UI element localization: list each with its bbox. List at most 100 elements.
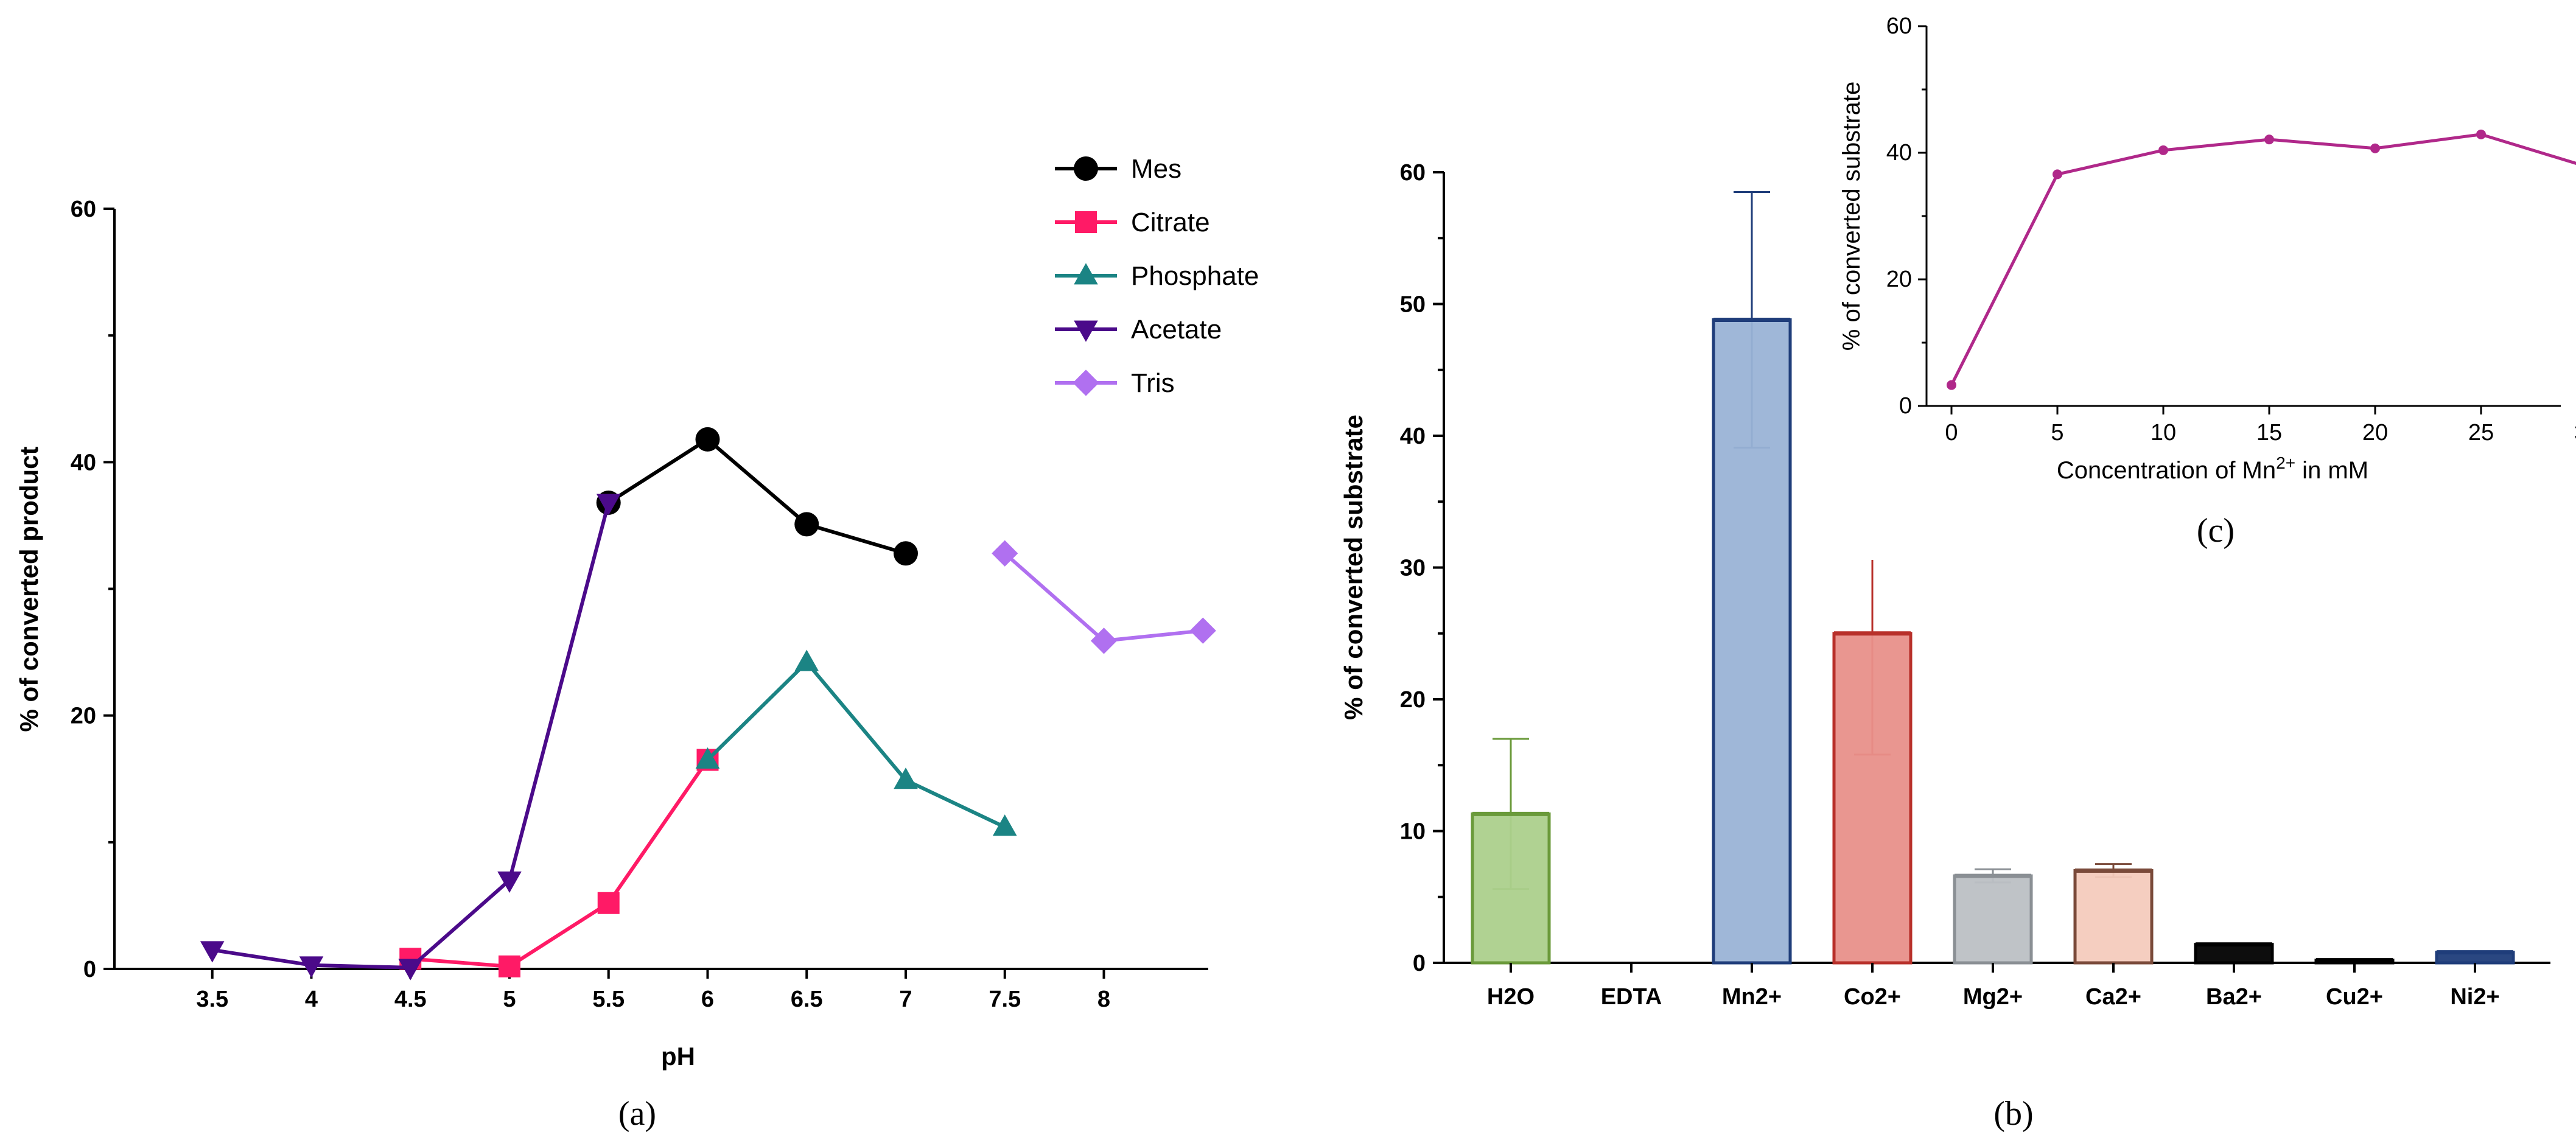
panel-b-x-tick-label: Cu2+ xyxy=(2326,984,2383,1010)
data-point-phosphate xyxy=(992,814,1017,836)
panel-b-x-tick-label: Ni2+ xyxy=(2450,984,2499,1010)
bar-ni2-plus xyxy=(2435,950,2515,965)
legend-item-tris: Tris xyxy=(1055,368,1175,398)
data-point-phosphate xyxy=(894,767,918,789)
panel-c-x-label-prefix: Concentration of Mn xyxy=(2057,457,2276,484)
panel-b-x-tick-label: Co2+ xyxy=(1844,984,1901,1010)
bar-rect xyxy=(2194,943,2274,965)
bar-mn2-plus xyxy=(1712,190,1792,965)
legend-label: Acetate xyxy=(1131,315,1222,344)
bar-rect xyxy=(1832,632,1913,965)
series-line-citrate xyxy=(410,758,709,968)
data-point-mes xyxy=(794,512,819,537)
bar-mg2-plus xyxy=(1953,868,2033,965)
panel-c-x-tick-label: 0 xyxy=(1945,420,1958,446)
panel-a-x-tick-label: 8 xyxy=(1097,987,1110,1012)
panel-c-data-point xyxy=(1947,380,1956,390)
panel-b-x-tick-label: Mn2+ xyxy=(1722,984,1782,1010)
panel-c-data-point xyxy=(2370,143,2380,153)
series-line-mes xyxy=(607,437,906,556)
series-phosphate xyxy=(695,649,1017,836)
panel-a-y-label: % of converted product xyxy=(15,446,43,732)
panel-b-x-tick-label: Ca2+ xyxy=(2085,984,2141,1010)
panel-a-x-tick-label: 4.5 xyxy=(394,987,427,1012)
legend-label: Phosphate xyxy=(1131,261,1259,291)
bar-rect xyxy=(1953,874,2033,965)
panel-a-x-label: pH xyxy=(661,1042,695,1071)
data-point-acetate xyxy=(299,956,324,978)
data-point-tris xyxy=(992,540,1018,567)
panel-a-x-tick-label: 4 xyxy=(305,987,318,1012)
panel-b-y-tick-label: 30 xyxy=(1400,556,1426,581)
legend-label: Citrate xyxy=(1131,208,1210,237)
series-mes xyxy=(596,427,918,566)
panel-b-x-tick-label: H2O xyxy=(1487,984,1535,1010)
data-point-citrate xyxy=(499,955,520,977)
panel-c-x-label: Concentration of Mn2+ in mM xyxy=(2057,453,2368,484)
series-citrate xyxy=(399,749,719,977)
legend-label: Tris xyxy=(1131,368,1175,398)
panel-a-x-tick-label: 6.5 xyxy=(791,987,823,1012)
panel-c-x-tick-label: 10 xyxy=(2151,420,2176,446)
data-point-acetate xyxy=(497,871,522,893)
panel-a: 0 20 40 60 3.5 4 4.5 5 5.5 6 6.5 7 7.5 8 Mes Citrate P… xyxy=(15,154,1259,1133)
data-point-mes xyxy=(894,541,918,566)
bar-h2o xyxy=(1471,738,1551,965)
panel-b-y-tick-label: 20 xyxy=(1400,687,1426,713)
legend-item-acetate: Acetate xyxy=(1055,315,1222,344)
panel-b-y-tick-label: 50 xyxy=(1400,292,1426,318)
panel-c-x-label-superscript: 2+ xyxy=(2276,453,2295,472)
panel-b-x-tick-label: EDTA xyxy=(1601,984,1662,1010)
panel-a-x-tick-label: 7.5 xyxy=(989,987,1021,1012)
bar-cu2-plus xyxy=(2314,958,2395,965)
series-line-phosphate xyxy=(706,660,1006,829)
panel-a-x-tick-label: 7 xyxy=(899,987,912,1012)
bar-ca2-plus xyxy=(2073,863,2154,965)
panel-c-y-label: % of converted substrate xyxy=(1838,82,1865,351)
data-point-citrate xyxy=(597,892,620,914)
bar-rect xyxy=(1471,812,1551,965)
panel-c-x-tick-label: 20 xyxy=(2362,420,2388,446)
legend-item-phosphate: Phosphate xyxy=(1055,261,1259,291)
data-point-acetate xyxy=(200,941,225,963)
series-acetate xyxy=(200,494,621,980)
panel-b-y-tick-label: 40 xyxy=(1400,424,1426,449)
data-point-acetate xyxy=(596,494,621,516)
bar-co2-plus xyxy=(1832,511,1913,965)
panel-c-data-point xyxy=(2053,169,2062,180)
panel-a-y-tick-label: 0 xyxy=(83,957,96,982)
legend-marker xyxy=(1074,263,1098,285)
panel-b-y-tick-label: 60 xyxy=(1400,160,1426,186)
bar-ba2-plus xyxy=(2194,942,2274,965)
data-point-tris xyxy=(1189,617,1216,644)
legend-item-citrate: Citrate xyxy=(1055,208,1210,237)
panel-b-y-tick-label: 10 xyxy=(1400,819,1426,845)
legend-marker xyxy=(1073,369,1099,396)
bar-rect xyxy=(2073,869,2154,965)
legend-marker xyxy=(1074,156,1098,181)
panel-c-data-point xyxy=(2476,129,2486,139)
panel-a-x-tick-label: 3.5 xyxy=(196,987,228,1012)
panel-b-caption: (b) xyxy=(1993,1095,2033,1133)
series-line-acetate xyxy=(212,502,611,970)
panel-c-x-tick-label: 25 xyxy=(2468,420,2494,446)
bar-rect xyxy=(1712,318,1792,965)
data-point-phosphate xyxy=(695,747,720,769)
panel-a-y-tick-label: 20 xyxy=(71,704,96,729)
panel-c-data-point xyxy=(2264,135,2274,145)
panel-a-caption: (a) xyxy=(618,1095,656,1133)
data-point-phosphate xyxy=(794,649,819,671)
data-point-tris xyxy=(1090,627,1118,654)
legend-marker xyxy=(1075,211,1097,233)
panel-c-x-tick-label: 30 xyxy=(2574,420,2576,446)
panel-a-y-tick-label: 40 xyxy=(71,450,96,475)
panel-a-y-tick-label: 60 xyxy=(71,197,96,222)
panel-b-x-tick-label: Mg2+ xyxy=(1963,984,2023,1010)
legend-label: Mes xyxy=(1131,154,1181,184)
panel-c-y-tick-label: 0 xyxy=(1899,393,1912,419)
panel-c-y-tick-label: 20 xyxy=(1886,267,1912,292)
panel-a-x-tick-label: 5.5 xyxy=(592,987,625,1012)
panel-c-background xyxy=(1837,6,2571,560)
